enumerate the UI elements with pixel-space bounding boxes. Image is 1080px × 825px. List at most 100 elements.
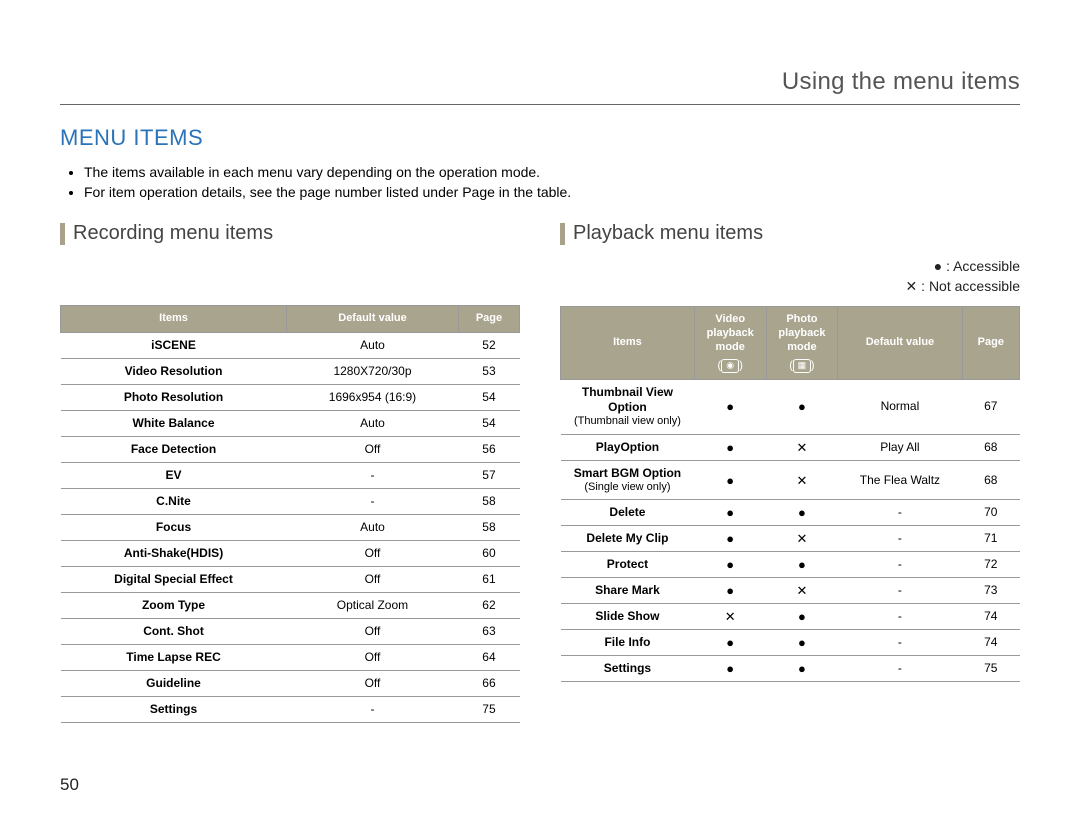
- col-default: Default value: [287, 306, 459, 333]
- table-row: Digital Special EffectOff61: [61, 566, 520, 592]
- bullet-item: For item operation details, see the page…: [84, 183, 1020, 203]
- playback-table: Items Video playback mode (◉) Photo play…: [560, 306, 1020, 682]
- cell-photo-mode: ✕: [766, 434, 838, 460]
- table-row: GuidelineOff66: [61, 670, 520, 696]
- recording-title: Recording menu items: [73, 222, 273, 245]
- table-row: Smart BGM Option(Single view only)●✕The …: [561, 460, 1020, 500]
- cell-page: 54: [458, 410, 519, 436]
- table-row: PlayOption●✕Play All68: [561, 434, 1020, 460]
- subhead-bar-icon: [560, 223, 565, 245]
- cell-default: Auto: [287, 514, 459, 540]
- cell-default: Play All: [838, 434, 962, 460]
- cell-photo-mode: ✕: [766, 460, 838, 500]
- cell-photo-mode: ●: [766, 656, 838, 682]
- cell-item: iSCENE: [61, 332, 287, 358]
- intro-bullets: The items available in each menu vary de…: [60, 163, 1020, 202]
- section-title: MENU ITEMS: [60, 125, 1020, 151]
- cell-default: Off: [287, 644, 459, 670]
- photo-mode-icon: ▦: [793, 359, 811, 373]
- cell-page: 60: [458, 540, 519, 566]
- table-row: Video Resolution1280X720/30p53: [61, 358, 520, 384]
- subhead-bar-icon: [60, 223, 65, 245]
- cell-page: 68: [962, 460, 1019, 500]
- table-row: Cont. ShotOff63: [61, 618, 520, 644]
- table-row: Time Lapse RECOff64: [61, 644, 520, 670]
- cell-default: Auto: [287, 410, 459, 436]
- cell-item: Anti-Shake(HDIS): [61, 540, 287, 566]
- table-row: Thumbnail View Option(Thumbnail view onl…: [561, 379, 1020, 434]
- cell-default: -: [838, 526, 962, 552]
- cell-default: Off: [287, 566, 459, 592]
- cell-item: Time Lapse REC: [61, 644, 287, 670]
- cell-default: The Flea Waltz: [838, 460, 962, 500]
- cell-page: 73: [962, 578, 1019, 604]
- cell-page: 57: [458, 462, 519, 488]
- table-row: Share Mark●✕-73: [561, 578, 1020, 604]
- cell-default: -: [838, 604, 962, 630]
- spacer: [60, 257, 520, 305]
- cell-item: Smart BGM Option(Single view only): [561, 460, 695, 500]
- playback-subhead: Playback menu items: [560, 222, 1020, 245]
- col-page: Page: [458, 306, 519, 333]
- cell-item: EV: [61, 462, 287, 488]
- cell-item: Delete: [561, 500, 695, 526]
- cell-video-mode: ●: [694, 526, 766, 552]
- header-rule: [60, 104, 1020, 105]
- table-row: Slide Show✕●-74: [561, 604, 1020, 630]
- cell-video-mode: ✕: [694, 604, 766, 630]
- page-container: Using the menu items MENU ITEMS The item…: [0, 0, 1080, 743]
- cell-page: 61: [458, 566, 519, 592]
- cell-default: Auto: [287, 332, 459, 358]
- cell-page: 71: [962, 526, 1019, 552]
- cell-item: Digital Special Effect: [61, 566, 287, 592]
- cell-page: 74: [962, 604, 1019, 630]
- col-video-mode: Video playback mode (◉): [694, 307, 766, 380]
- recording-table: Items Default value Page iSCENEAuto52Vid…: [60, 305, 520, 723]
- cell-item: Thumbnail View Option(Thumbnail view onl…: [561, 379, 695, 434]
- playback-column: Playback menu items ● : Accessible ✕ : N…: [560, 222, 1020, 723]
- cell-item: Photo Resolution: [61, 384, 287, 410]
- cell-item: Zoom Type: [61, 592, 287, 618]
- cell-default: 1696x954 (16:9): [287, 384, 459, 410]
- cell-page: 62: [458, 592, 519, 618]
- cell-page: 58: [458, 514, 519, 540]
- table-row: Delete My Clip●✕-71: [561, 526, 1020, 552]
- col-default: Default value: [838, 307, 962, 380]
- cell-photo-mode: ●: [766, 552, 838, 578]
- table-row: iSCENEAuto52: [61, 332, 520, 358]
- cell-default: Normal: [838, 379, 962, 434]
- cell-video-mode: ●: [694, 434, 766, 460]
- cell-page: 68: [962, 434, 1019, 460]
- cell-default: -: [838, 578, 962, 604]
- cell-default: -: [838, 500, 962, 526]
- cell-default: -: [838, 552, 962, 578]
- cell-item: Settings: [61, 696, 287, 722]
- col-items: Items: [61, 306, 287, 333]
- cell-video-mode: ●: [694, 630, 766, 656]
- page-header-title: Using the menu items: [60, 68, 1020, 104]
- cell-page: 70: [962, 500, 1019, 526]
- table-row: EV-57: [61, 462, 520, 488]
- col-items: Items: [561, 307, 695, 380]
- table-row: Delete●●-70: [561, 500, 1020, 526]
- table-row: Protect●●-72: [561, 552, 1020, 578]
- cell-item: C.Nite: [61, 488, 287, 514]
- bullet-item: The items available in each menu vary de…: [84, 163, 1020, 183]
- cell-item: Guideline: [61, 670, 287, 696]
- cell-page: 54: [458, 384, 519, 410]
- cell-photo-mode: ●: [766, 630, 838, 656]
- cell-default: -: [287, 696, 459, 722]
- table-row: White BalanceAuto54: [61, 410, 520, 436]
- table-row: C.Nite-58: [61, 488, 520, 514]
- cell-video-mode: ●: [694, 500, 766, 526]
- table-row: File Info●●-74: [561, 630, 1020, 656]
- cell-default: Off: [287, 436, 459, 462]
- cell-page: 56: [458, 436, 519, 462]
- video-mode-icon: ◉: [721, 359, 739, 373]
- cell-page: 74: [962, 630, 1019, 656]
- legend-not-accessible: ✕ : Not accessible: [560, 277, 1020, 297]
- cell-photo-mode: ●: [766, 379, 838, 434]
- playback-title: Playback menu items: [573, 222, 763, 245]
- recording-subhead: Recording menu items: [60, 222, 520, 245]
- cell-page: 72: [962, 552, 1019, 578]
